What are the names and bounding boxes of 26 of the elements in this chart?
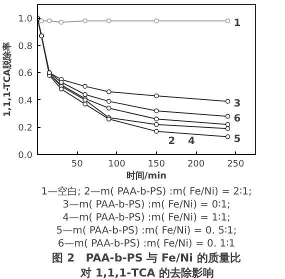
x-tick-label: 250 [227,160,245,170]
text: 图 2 PAA-b-PS 与 Fe/Ni 的质量比 [52,252,241,264]
x-axis-title: 时间/min [126,170,167,182]
x-tick-label: 150 [148,160,166,170]
annotation: 4 [188,136,196,148]
annotation: 1 [234,18,241,29]
y-tick-label: 0.4 [18,96,33,106]
annotation: 5 [234,134,241,145]
annotation: 6 [234,113,241,124]
annotation: 2 [168,136,176,148]
text: 1—空白; 2—m( PAA-b-PS) :m( Fe/Ni) = 2∶1; [41,186,252,198]
y-tick-label: 0.2 [18,124,33,134]
annotation: 3 [234,98,241,110]
y-tick-label: 1.0 [18,14,33,25]
x-tick-label: 100 [108,160,126,170]
y-tick-label: 0.6 [18,69,33,80]
x-tick-label: 200 [187,160,205,170]
text: 4—m( PAA-b-PS) :m( Fe/Ni) = 1∶1; [62,212,230,224]
y-tick-label: 0.0 [18,151,33,161]
text: 5—m( PAA-b-PS) :m( Fe/Ni) = 0. 5∶1; [56,226,237,236]
y-tick-label: 0.8 [18,42,33,52]
y-axis-title: 1,1,1-TCA脱除率 [2,42,14,117]
text: 对 1,1,1-TCA 的去除影响 [79,266,214,279]
text: 6—m( PAA-b-PS) :m( Fe/Ni) = 0. 1∶1 [58,238,236,250]
text: 3—m( PAA-b-PS) :m( Fe/Ni) = 0∶1; [62,200,230,210]
x-tick-label: 50 [71,160,84,170]
